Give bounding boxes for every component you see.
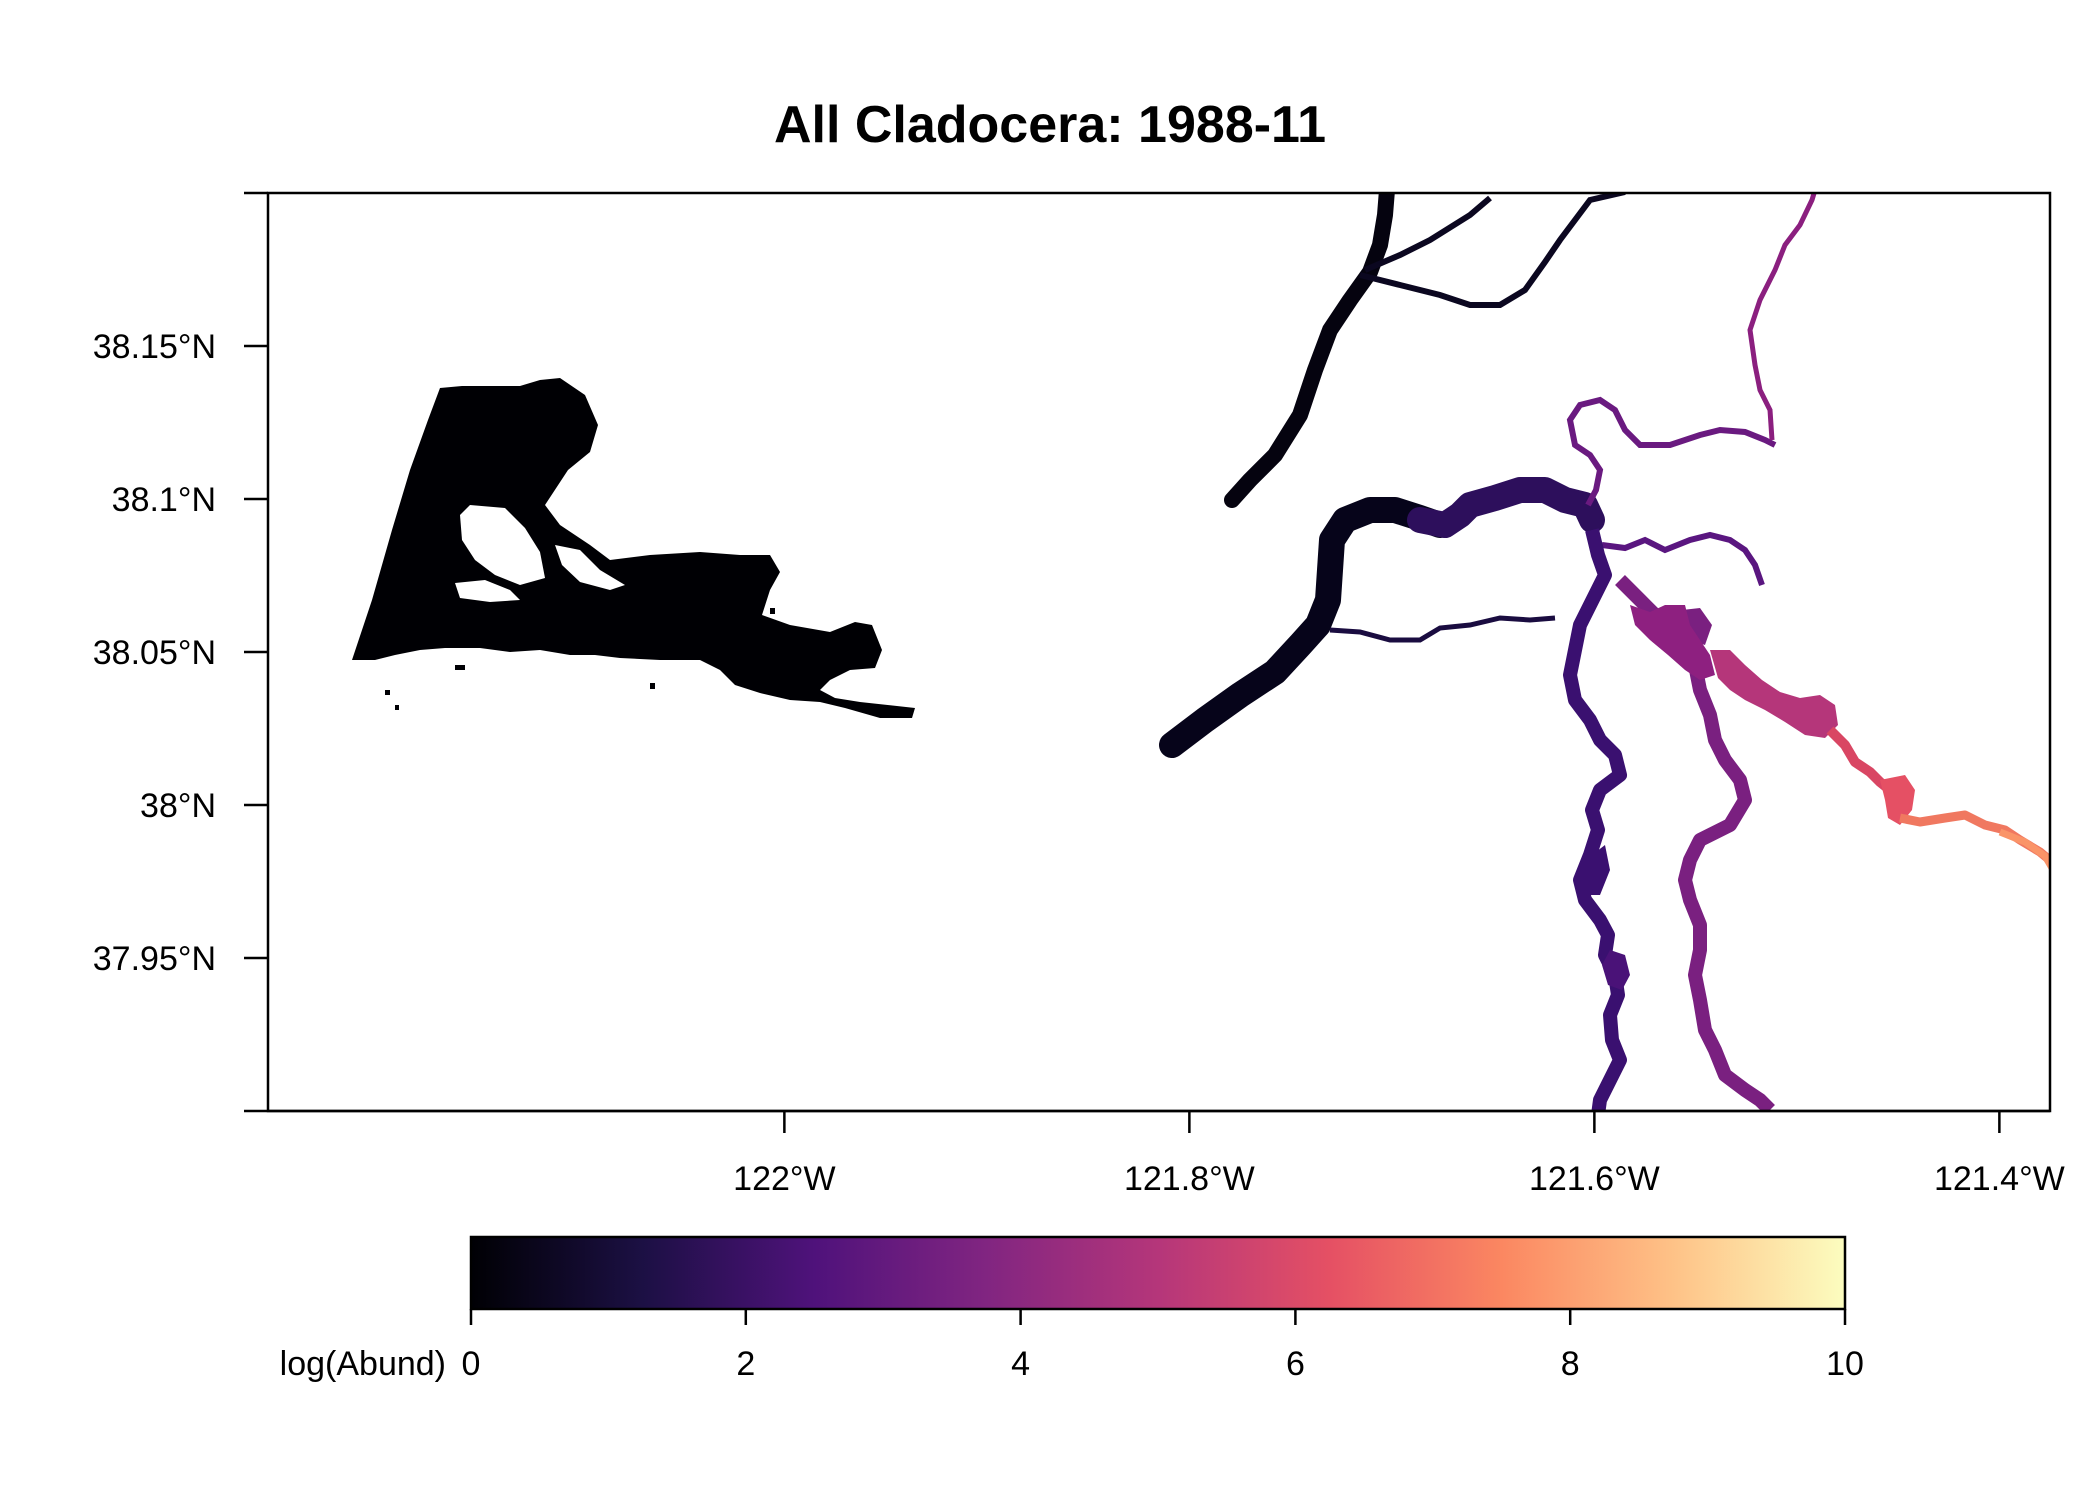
region-san-joaquin-far-east	[1899, 810, 2050, 866]
region-old-river	[1563, 528, 1627, 1111]
region-old-river-pool-2	[1602, 950, 1630, 990]
bay-fragment	[395, 705, 399, 710]
colorbar-tick-label: 0	[462, 1345, 481, 1383]
region-san-joaquin-tail	[1998, 828, 2050, 870]
region-san-joaquin-upper	[1630, 605, 1715, 680]
map-title: All Cladocera: 1988-11	[774, 96, 1326, 154]
region-montezuma-branch	[1363, 195, 1492, 273]
region-lindsey-north	[1747, 193, 1817, 441]
y-axis: 37.95°N 38°N 38.05°N 38.1°N 38.15°N	[93, 191, 268, 978]
y-tick-label: 37.95°N	[93, 940, 216, 978]
region-delta-channel	[1601, 531, 1765, 586]
bay-fragment	[650, 683, 655, 689]
region-cache-slough	[1329, 615, 1556, 643]
colorbar-tick-label: 6	[1286, 1345, 1305, 1383]
x-axis: 122°W 121.8°W 121.6°W 121.4°W	[244, 1109, 2065, 1198]
colorbar-ticks: 0 2 4 6 8 10	[462, 1309, 1864, 1383]
region-sacramento-mid	[1407, 477, 1605, 538]
island-1	[460, 505, 545, 585]
colorbar: 0 2 4 6 8 10 log(Abund)	[280, 1235, 1864, 1383]
plot-frame	[266, 191, 2052, 1113]
x-tick-label: 122°W	[733, 1160, 835, 1198]
colorbar-tick-label: 4	[1011, 1345, 1030, 1383]
region-san-joaquin-mid	[1710, 650, 1838, 738]
bay-fragment	[385, 690, 390, 695]
region-san-joaquin-east-pool	[1880, 775, 1915, 825]
colorbar-tick-label: 8	[1561, 1345, 1580, 1383]
x-tick-label: 121.8°W	[1124, 1160, 1255, 1198]
region-lindsey-slough	[1566, 396, 1777, 507]
bay-fragment	[455, 665, 465, 670]
island-3	[555, 545, 625, 590]
region-old-river-pool	[1582, 845, 1610, 895]
bay-fragment	[770, 608, 775, 614]
colorbar-tick-label: 10	[1826, 1345, 1864, 1383]
region-montezuma-slough	[1224, 193, 1395, 508]
y-tick-label: 38°N	[140, 787, 216, 825]
y-tick-label: 38.1°N	[112, 481, 216, 519]
region-sacramento-west	[1159, 497, 1453, 758]
water-layer	[352, 193, 2050, 1111]
x-tick-label: 121.6°W	[1529, 1160, 1660, 1198]
region-montezuma-east	[1359, 193, 1626, 308]
x-tick-label: 121.4°W	[1934, 1160, 2065, 1198]
region-suisun-bay	[352, 378, 915, 718]
island-2	[455, 580, 520, 602]
colorbar-tick-label: 2	[736, 1345, 755, 1383]
y-tick-label: 38.15°N	[93, 328, 216, 366]
colorbar-label: log(Abund)	[280, 1345, 446, 1383]
y-tick-label: 38.05°N	[93, 634, 216, 672]
colorbar-gradient	[469, 1235, 1847, 1311]
